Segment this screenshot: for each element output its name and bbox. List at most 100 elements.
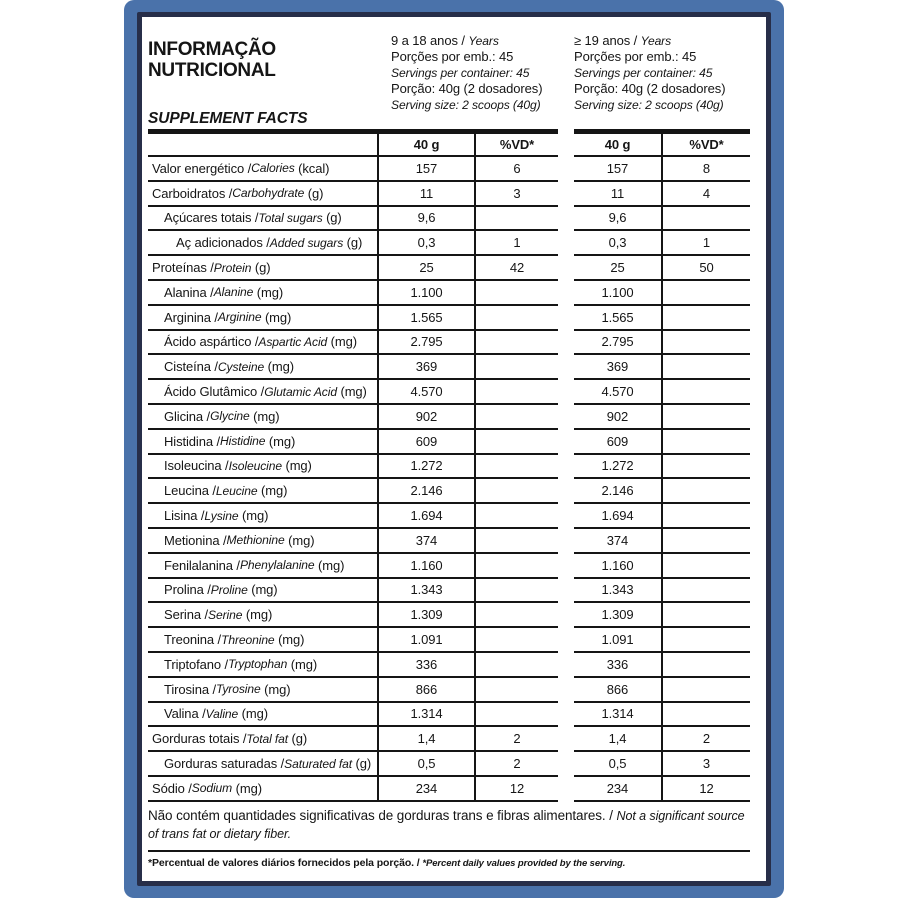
table-row: Açúcares totais / Total sugars (g) 9,6 9,6: [148, 206, 750, 232]
dv-9-18: [476, 281, 558, 306]
row-label-unit: (mg): [336, 384, 367, 400]
amount-19plus: 0,5: [574, 752, 663, 777]
row-label-unit: (g): [304, 185, 324, 201]
row-label: Isoleucina / Isoleucine (mg): [148, 454, 379, 480]
row-label: Serina / Serine (mg): [148, 603, 379, 629]
row-label: Treonina / Threonine (mg): [148, 628, 379, 653]
column-gap: [558, 380, 574, 405]
row-label: Ácido Glutâmico / Glutamic Acid (mg): [148, 380, 379, 405]
amount-9-18: 2.795: [379, 330, 476, 356]
row-label: Fenilalanina / Phenylalanine (mg): [148, 553, 379, 579]
amount-19plus: 1.091: [574, 628, 663, 653]
dv-19plus: 1: [663, 231, 750, 257]
table-row: Metionina / Methionine (mg) 374 374: [148, 528, 750, 554]
row-label-unit: (mg): [261, 309, 292, 325]
row-label-unit: (mg): [265, 433, 296, 449]
dv-19plus: 8: [663, 157, 750, 182]
table-row: Gorduras totais / Total fat (g) 1,4 2 1,4 2: [148, 727, 750, 753]
trans-fat-note-pt: Não contém quantidades significativas de…: [148, 807, 617, 823]
row-label-en: Aspartic Acid: [258, 334, 328, 349]
table-row: Prolina / Proline (mg) 1.343 1.343: [148, 578, 750, 604]
amount-9-18: 1,4: [379, 727, 476, 753]
dv-19plus: [663, 331, 750, 356]
row-label-pt: Isoleucina /: [164, 458, 229, 474]
row-label-en: Valine: [205, 706, 239, 721]
daily-value-footnote-en: *Percent daily values provided by the se…: [422, 857, 626, 869]
table-row: Cisteína / Cysteine (mg) 369 369: [148, 355, 750, 381]
column-gap: [558, 727, 574, 752]
row-label-en: Serine: [208, 607, 243, 622]
row-label-pt: Glicina /: [164, 408, 211, 424]
row-label: Alanina / Alanine (mg): [148, 280, 379, 306]
row-label: Ácido aspártico / Aspartic Acid (mg): [148, 330, 379, 356]
column-gap: [558, 479, 574, 504]
row-label: Açúcares totais / Total sugars (g): [148, 206, 379, 232]
amount-9-18: 2.146: [379, 479, 476, 505]
column-gap: [558, 430, 574, 455]
table-row: Serina / Serine (mg) 1.309 1.309: [148, 603, 750, 629]
amount-19plus: 369: [574, 355, 663, 381]
amount-19plus: 25: [574, 256, 663, 281]
amount-9-18: 1.694: [379, 504, 476, 529]
row-label-en: Proline: [210, 582, 248, 597]
col-header-dv-9-18: %VD*: [476, 129, 558, 157]
row-label-unit: (kcal): [294, 160, 330, 176]
row-label-pt: Metionina /: [164, 532, 227, 548]
amount-19plus: 0,3: [574, 231, 663, 257]
dv-9-18: 2: [476, 752, 558, 777]
dv-19plus: [663, 355, 750, 381]
table-row: Glicina / Glycine (mg) 902 902: [148, 404, 750, 430]
serving-info-line: Porções por emb.: 45: [391, 49, 574, 65]
serving-info-text-pt: Porções por emb.: 45: [574, 49, 697, 64]
dv-19plus: [663, 207, 750, 232]
row-label: Cisteína / Cysteine (mg): [148, 355, 379, 381]
row-label-pt: Açúcares totais /: [164, 210, 259, 226]
row-label: Sódio / Sodium (mg): [148, 776, 379, 802]
subtitle: SUPPLEMENT FACTS: [148, 110, 308, 127]
serving-info-line: 9 a 18 anos / Years: [391, 33, 574, 49]
footnote-divider: [148, 849, 750, 852]
title-column: INFORMAÇÃO NUTRICIONAL SUPPLEMENT FACTS: [148, 27, 391, 129]
row-label: Tirosina / Tyrosine (mg): [148, 677, 379, 703]
column-gap: [558, 355, 574, 380]
row-label-pt: Valor energético /: [152, 160, 252, 176]
row-label-pt: Serina /: [164, 607, 209, 623]
row-label: Proteínas / Protein (g): [148, 256, 379, 281]
amount-19plus: 1.160: [574, 553, 663, 579]
dv-19plus: [663, 306, 750, 331]
title-line-2: NUTRICIONAL: [148, 60, 276, 81]
serving-info-text-en: Years: [640, 34, 672, 48]
dv-19plus: [663, 603, 750, 629]
nutrition-table: 40 g %VD* 40 g %VD* Valor energético / Calor…: [148, 129, 750, 802]
amount-9-18: 1.565: [379, 305, 476, 331]
amount-19plus: 866: [574, 677, 663, 703]
dv-19plus: [663, 579, 750, 604]
column-gap: [558, 182, 574, 207]
column-gap: [558, 331, 574, 356]
amount-19plus: 9,6: [574, 206, 663, 232]
amount-19plus: 374: [574, 528, 663, 554]
column-gap: [558, 231, 574, 256]
row-label: Histidina / Histidine (mg): [148, 429, 379, 455]
row-label-unit: (g): [322, 210, 342, 226]
table-row: Alanina / Alanine (mg) 1.100 1.100: [148, 280, 750, 306]
serving-info-text-en: Years: [468, 34, 499, 48]
amount-9-18: 1.343: [379, 578, 476, 604]
column-gap: [558, 777, 574, 802]
amount-19plus: 1.309: [574, 603, 663, 629]
row-label-unit: (mg): [238, 508, 269, 524]
row-label-en: Lysine: [204, 508, 239, 523]
table-row: Valina / Valine (mg) 1.314 1.314: [148, 702, 750, 728]
table-row: Carboidratos / Carbohydrate (g) 11 3 11 4: [148, 181, 750, 207]
row-label-en: Phenylalanine: [239, 558, 315, 573]
row-label-en: Arginine: [217, 310, 262, 325]
row-label-pt: Arginina /: [164, 309, 218, 325]
dv-9-18: [476, 653, 558, 678]
amount-9-18: 157: [379, 157, 476, 182]
row-label-unit: (g): [352, 756, 372, 772]
table-row: Sódio / Sodium (mg) 234 12 234 12: [148, 776, 750, 802]
amount-19plus: 234: [574, 776, 663, 802]
amount-9-18: 1.091: [379, 628, 476, 653]
dv-19plus: [663, 405, 750, 430]
amount-9-18: 0,5: [379, 752, 476, 777]
